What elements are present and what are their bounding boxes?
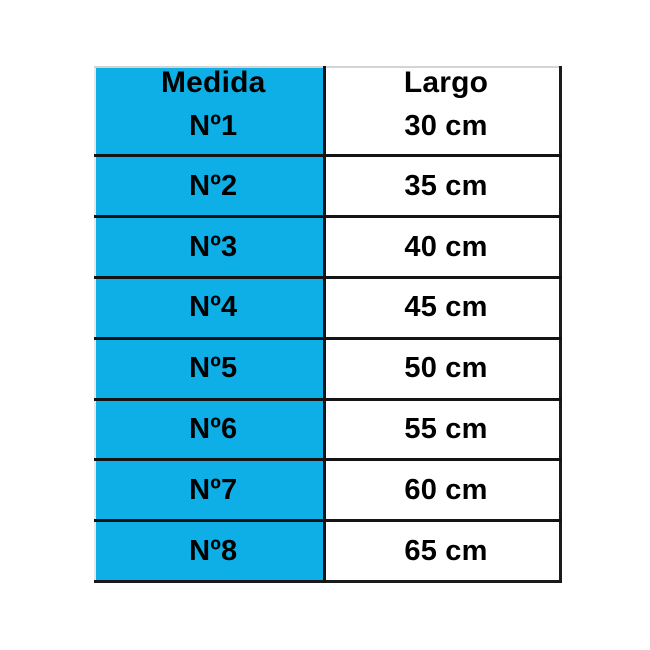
column-header-largo: Largo [324,67,560,98]
table-row: Nº5 50 cm [95,338,560,401]
cell-medida-value: Nº1 [189,109,238,142]
table-header-row: Medida Largo [95,67,560,98]
table-row: Nº8 65 cm [95,520,560,582]
cell-largo: 65 cm [324,520,560,582]
cell-medida-value: Nº4 [189,291,238,324]
column-header-medida: Medida [95,66,326,99]
cell-largo: 60 cm [324,459,560,523]
cell-largo: 30 cm [324,98,560,158]
table-row: Nº4 45 cm [95,277,560,340]
cell-medida: Nº5 [95,338,326,401]
cell-largo-value: 50 cm [404,352,488,385]
cell-medida: Nº2 [95,155,326,219]
cell-medida-value: Nº5 [189,352,238,385]
cell-medida: Nº8 [95,520,326,582]
cell-medida: Nº1 [95,98,326,158]
cell-largo: 50 cm [324,338,560,401]
cell-largo-value: 65 cm [404,534,488,567]
table-row: Nº7 60 cm [95,459,560,523]
cell-medida: Nº7 [95,459,326,523]
table-row: Nº1 30 cm [95,98,560,158]
cell-largo-value: 55 cm [404,412,488,445]
cell-largo: 35 cm [324,155,560,219]
cell-largo-value: 45 cm [404,291,488,324]
size-chart-table: Medida Largo Nº1 30 cm [94,66,562,583]
cell-medida: Nº6 [95,399,326,462]
column-header-medida-label: Medida [160,66,266,99]
cell-largo-value: 40 cm [404,230,488,263]
cell-largo: 40 cm [324,216,560,279]
cell-medida-value: Nº7 [189,473,238,506]
table-row: Nº6 55 cm [95,399,560,462]
cell-largo: 55 cm [324,399,560,462]
size-chart-container: Medida Largo Nº1 30 cm [94,66,562,583]
cell-medida-value: Nº8 [189,534,238,567]
cell-largo-value: 35 cm [404,169,488,202]
table-row: Nº3 40 cm [95,216,560,279]
cell-medida-value: Nº2 [189,169,238,202]
cell-medida-value: Nº3 [189,230,238,263]
cell-medida-value: Nº6 [189,412,238,445]
cell-largo-value: 30 cm [404,109,488,142]
cell-medida: Nº3 [95,216,326,279]
column-header-largo-label: Largo [403,66,489,99]
table-row: Nº2 35 cm [95,155,560,219]
cell-medida: Nº4 [95,277,326,340]
cell-largo: 45 cm [324,277,560,340]
cell-largo-value: 60 cm [404,473,488,506]
